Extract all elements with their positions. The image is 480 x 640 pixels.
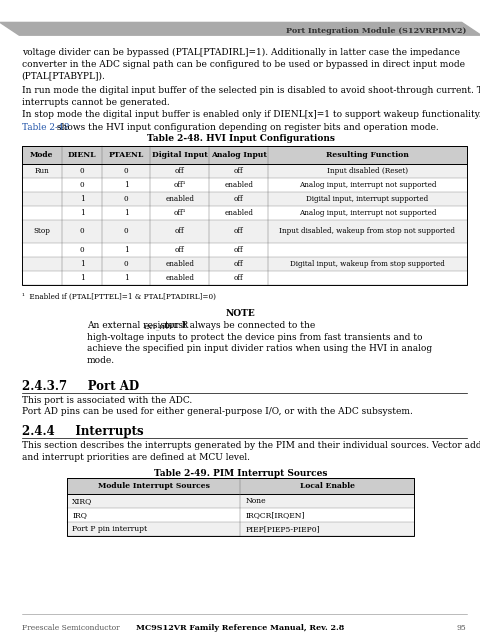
Text: Mode: Mode: [30, 151, 53, 159]
Text: 1: 1: [123, 181, 128, 189]
Text: 0: 0: [124, 167, 128, 175]
Text: Input disabled, wakeup from stop not supported: Input disabled, wakeup from stop not sup…: [279, 227, 455, 236]
Text: 1: 1: [79, 195, 84, 203]
Text: MC9S12VR Family Reference Manual, Rev. 2.8: MC9S12VR Family Reference Manual, Rev. 2…: [136, 624, 344, 632]
Text: off: off: [233, 246, 243, 253]
Text: off¹: off¹: [173, 181, 186, 189]
Text: Freescale Semiconductor: Freescale Semiconductor: [22, 624, 119, 632]
Text: enabled: enabled: [165, 260, 194, 268]
Text: Resulting Function: Resulting Function: [325, 151, 408, 159]
Text: achieve the specified pin input divider ratios when using the HVI in analog: achieve the specified pin input divider …: [86, 344, 431, 353]
Text: 0: 0: [80, 181, 84, 189]
Text: Port Integration Module (S12VRPIMV2): Port Integration Module (S12VRPIMV2): [286, 28, 466, 35]
Text: This section describes the interrupts generated by the PIM and their individual : This section describes the interrupts ge…: [22, 441, 480, 462]
Text: 1: 1: [79, 260, 84, 268]
Text: Digital input, wakeup from stop supported: Digital input, wakeup from stop supporte…: [289, 260, 444, 268]
Text: ¹  Enabled if (PTAL[PTTEL]=1 & PTAL[PTADIRL]=0): ¹ Enabled if (PTAL[PTTEL]=1 & PTAL[PTADI…: [22, 292, 215, 301]
Text: Table 2-48. HVI Input Configurations: Table 2-48. HVI Input Configurations: [146, 134, 334, 143]
Text: Stop: Stop: [33, 227, 50, 236]
Text: None: None: [245, 497, 265, 505]
Text: DIENL: DIENL: [68, 151, 96, 159]
Text: An external resistor R: An external resistor R: [86, 321, 187, 330]
Text: off: off: [175, 227, 184, 236]
Text: 2.4.3.7     Port AD: 2.4.3.7 Port AD: [22, 380, 139, 394]
Text: 1: 1: [123, 246, 128, 253]
Text: 0: 0: [124, 260, 128, 268]
Text: off: off: [233, 274, 243, 282]
Text: enabled: enabled: [224, 209, 253, 217]
Text: PIEP[PIEP5-PIEP0]: PIEP[PIEP5-PIEP0]: [245, 525, 319, 533]
Text: enabled: enabled: [165, 195, 194, 203]
Text: off: off: [233, 195, 243, 203]
Text: 1: 1: [79, 209, 84, 217]
Text: 0: 0: [124, 195, 128, 203]
Text: high-voltage inputs to protect the device pins from fast transients and to: high-voltage inputs to protect the devic…: [86, 333, 421, 342]
Text: off¹: off¹: [173, 209, 186, 217]
Text: mode.: mode.: [86, 356, 114, 365]
Text: In run mode the digital input buffer of the selected pin is disabled to avoid sh: In run mode the digital input buffer of …: [22, 86, 480, 107]
Text: enabled: enabled: [165, 274, 194, 282]
Text: voltage divider can be bypassed (PTAL[PTADIRL]=1). Additionally in latter case t: voltage divider can be bypassed (PTAL[PT…: [22, 48, 464, 81]
Text: This port is associated with the ADC.: This port is associated with the ADC.: [22, 396, 192, 405]
Text: Port P pin interrupt: Port P pin interrupt: [72, 525, 147, 533]
Text: must always be connected to the: must always be connected to the: [161, 321, 315, 330]
Text: 1: 1: [123, 274, 128, 282]
Text: 1: 1: [123, 209, 128, 217]
Text: enabled: enabled: [224, 181, 253, 189]
Text: 0: 0: [124, 227, 128, 236]
Text: IRQ: IRQ: [72, 511, 87, 519]
Text: Run: Run: [34, 167, 49, 175]
Text: Module Interrupt Sources: Module Interrupt Sources: [98, 482, 209, 490]
Text: Analog input, interrupt not supported: Analog input, interrupt not supported: [298, 181, 435, 189]
Text: 0: 0: [80, 167, 84, 175]
Text: off: off: [175, 246, 184, 253]
Text: Table 2-49. PIM Interrupt Sources: Table 2-49. PIM Interrupt Sources: [154, 468, 326, 477]
Text: EXT_HVI: EXT_HVI: [143, 324, 172, 330]
Text: IRQCR[IRQEN]: IRQCR[IRQEN]: [245, 511, 304, 519]
Text: 0: 0: [80, 227, 84, 236]
Text: off: off: [175, 167, 184, 175]
Text: off: off: [233, 167, 243, 175]
Text: Digital input, interrupt supported: Digital input, interrupt supported: [306, 195, 428, 203]
Text: Digital Input: Digital Input: [152, 151, 207, 159]
Text: NOTE: NOTE: [225, 308, 255, 317]
Text: 95: 95: [456, 624, 466, 632]
Text: off: off: [233, 227, 243, 236]
Text: off: off: [233, 260, 243, 268]
Text: 0: 0: [80, 246, 84, 253]
Text: XIRQ: XIRQ: [72, 497, 92, 505]
Text: In stop mode the digital input buffer is enabled only if DIENL[x]=1 to support w: In stop mode the digital input buffer is…: [22, 110, 480, 119]
Text: 1: 1: [79, 274, 84, 282]
Text: 2.4.4     Interrupts: 2.4.4 Interrupts: [22, 425, 143, 438]
Text: Table 2-48: Table 2-48: [22, 123, 69, 132]
Text: Local Enable: Local Enable: [299, 482, 354, 490]
Text: shows the HVI input configuration depending on register bits and operation mode.: shows the HVI input configuration depend…: [54, 123, 438, 132]
Text: Port AD pins can be used for either general-purpose I/O, or with the ADC subsyst: Port AD pins can be used for either gene…: [22, 407, 412, 416]
Text: Input disabled (Reset): Input disabled (Reset): [326, 167, 407, 175]
Text: PTAENL: PTAENL: [108, 151, 144, 159]
Text: Analog Input: Analog Input: [210, 151, 266, 159]
Text: Analog input, interrupt not supported: Analog input, interrupt not supported: [298, 209, 435, 217]
